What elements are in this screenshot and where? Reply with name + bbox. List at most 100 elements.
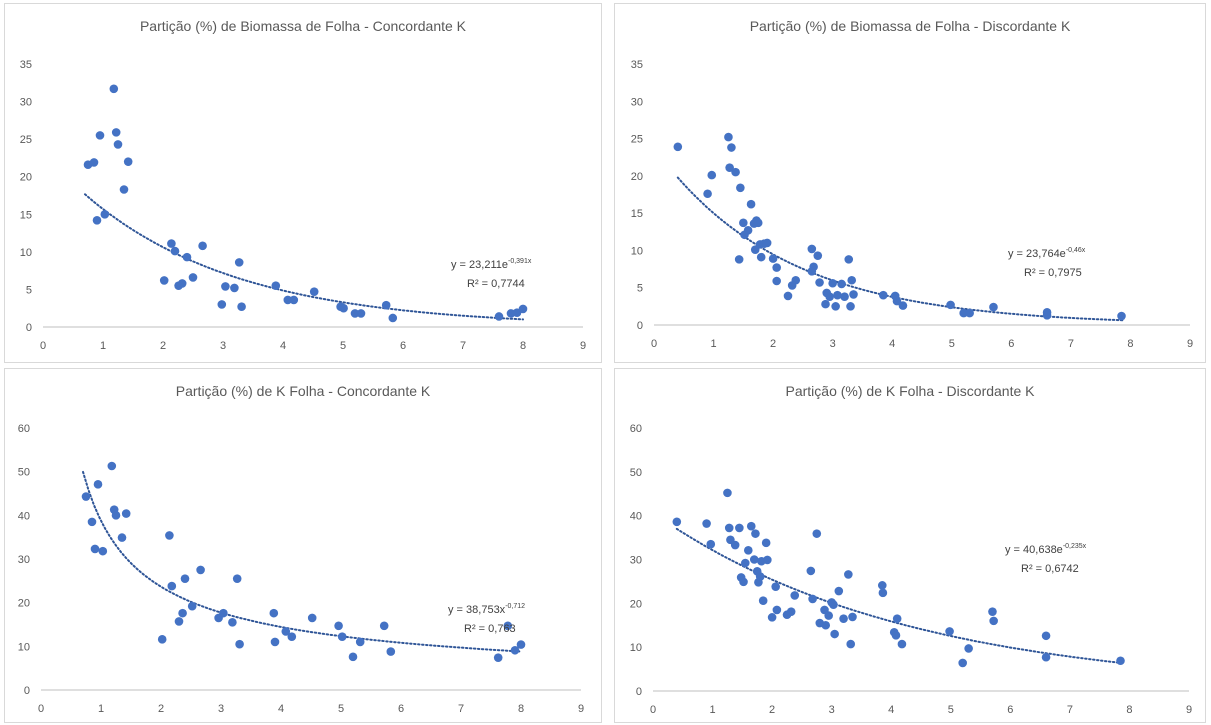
data-point	[349, 653, 358, 662]
data-point	[846, 302, 855, 311]
data-point	[237, 302, 246, 311]
x-tick-label: 4	[888, 704, 894, 716]
data-point	[763, 239, 772, 248]
data-point	[747, 522, 756, 531]
x-tick-label: 6	[400, 340, 406, 352]
x-tick-label: 3	[830, 338, 836, 350]
data-point	[270, 609, 279, 618]
data-point	[271, 638, 280, 647]
data-point	[1043, 311, 1052, 320]
data-point	[784, 292, 793, 301]
y-tick-label: 20	[631, 171, 643, 183]
data-point	[1117, 312, 1126, 321]
data-point	[824, 611, 833, 620]
data-point	[1116, 656, 1125, 665]
data-point	[308, 614, 317, 623]
data-point	[809, 263, 818, 272]
data-point	[235, 640, 244, 649]
x-tick-label: 0	[651, 338, 657, 350]
data-point	[175, 617, 184, 626]
x-tick-label: 8	[1126, 704, 1132, 716]
x-tick-label: 2	[160, 340, 166, 352]
data-point	[762, 539, 771, 548]
data-point	[158, 635, 167, 644]
x-tick-label: 7	[458, 703, 464, 715]
data-point	[724, 133, 733, 142]
data-point	[725, 524, 734, 533]
chart-panel-leaf-biomass-discordant: Partição (%) de Biomassa de Folha - Disc…	[614, 3, 1206, 363]
y-tick-label: 25	[20, 134, 32, 146]
data-point	[160, 276, 169, 285]
data-point	[964, 644, 973, 653]
data-point	[181, 574, 190, 583]
data-point	[807, 567, 816, 576]
data-point	[848, 613, 857, 622]
trendline-equation: y = 38,753x-0,712	[448, 603, 525, 616]
data-point	[99, 547, 108, 556]
data-point	[101, 210, 110, 219]
data-point	[110, 84, 119, 93]
data-point	[178, 609, 187, 618]
x-tick-label: 9	[578, 703, 584, 715]
data-point	[93, 216, 102, 225]
x-tick-label: 2	[770, 338, 776, 350]
data-point	[196, 566, 205, 575]
data-point	[96, 131, 105, 140]
data-point	[835, 587, 844, 596]
x-tick-label: 2	[158, 703, 164, 715]
data-point	[198, 242, 207, 251]
x-tick-label: 9	[580, 340, 586, 352]
y-tick-label: 0	[24, 685, 30, 697]
data-point	[339, 304, 348, 313]
data-point	[94, 480, 103, 489]
chart-leaf-biomass-concordant: 051015202530350 1 2 3 4 5 6 7 8 9y = 23,211e-0,39…	[5, 4, 601, 362]
data-point	[813, 251, 822, 260]
data-point	[495, 312, 504, 321]
trendline-exponent: -0,235x	[1063, 543, 1087, 550]
data-point	[272, 281, 281, 290]
data-point	[833, 291, 842, 300]
x-tick-label: 8	[518, 703, 524, 715]
data-point	[387, 647, 396, 656]
data-point	[965, 309, 974, 318]
data-point	[821, 621, 830, 630]
data-point	[739, 578, 748, 587]
data-point	[739, 219, 748, 228]
data-point	[837, 280, 846, 289]
data-point	[703, 189, 712, 198]
data-point	[290, 296, 299, 305]
chart-leaf-k-discordant: 01020304050600 1 2 3 4 5 6 7 8 9y = 40,638e-0,235…	[615, 369, 1205, 722]
y-tick-label: 5	[637, 283, 643, 295]
data-point	[744, 546, 753, 555]
data-point	[829, 600, 838, 609]
x-tick-label: 0	[38, 703, 44, 715]
data-point	[750, 555, 759, 564]
data-point	[831, 302, 840, 311]
data-point	[849, 290, 858, 299]
y-tick-label: 60	[630, 423, 642, 435]
data-point	[751, 529, 760, 538]
data-point	[844, 255, 853, 264]
x-tick-label: 1	[98, 703, 104, 715]
r-squared-label: R² = 0,7744	[467, 278, 525, 290]
y-tick-label: 10	[20, 247, 32, 259]
data-point	[1042, 653, 1051, 662]
x-tick-label: 6	[398, 703, 404, 715]
data-point	[747, 200, 756, 209]
chart-leaf-k-concordant: 0 10 20 30 40 50 60 0 1 2 3 4 5 6 7 8 9 y = 38,753x-0,712…	[5, 369, 601, 722]
data-point	[178, 279, 187, 288]
x-tick-label: 0	[650, 704, 656, 716]
chart-leaf-biomass-discordant: 051015202530350 1 2 3 4 5 6 7 8 9y = 23,764e-0,46…	[615, 4, 1205, 362]
data-point	[757, 253, 766, 262]
y-tick-label: 20	[20, 172, 32, 184]
data-point	[108, 462, 117, 471]
data-point	[988, 607, 997, 616]
trendline-equation: y = 40,638e-0,235x	[1005, 543, 1087, 556]
data-point	[310, 287, 319, 296]
data-point	[844, 570, 853, 579]
data-point	[958, 659, 967, 668]
data-point	[828, 279, 837, 288]
x-tick-label: 1	[709, 704, 715, 716]
data-point	[288, 632, 297, 641]
data-point	[945, 627, 954, 636]
